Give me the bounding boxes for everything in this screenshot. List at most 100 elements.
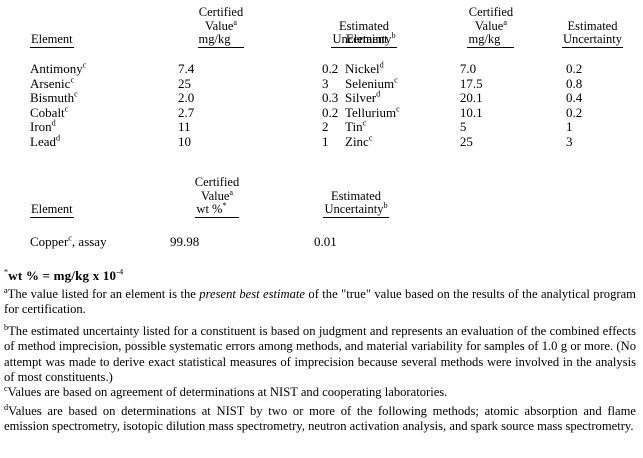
cell-estimated-uncertainty: 1 (322, 133, 329, 149)
header-certified-line2-left: Value (204, 18, 234, 33)
header-certified-units-sup-assay: * (222, 200, 227, 210)
header-uncertainty-sup-assay: b (383, 200, 388, 210)
header-certified-line2-right: Value (474, 18, 504, 33)
element-footnote-marker: c (394, 75, 398, 85)
table-header-assay: Element Certified Valuea wt %* Estimated… (30, 175, 426, 218)
header-uncertainty-line2-right: Uncertainty (562, 32, 622, 46)
table-spacer-cell (345, 48, 643, 62)
footnote-c-text: Values are based on agreement of determi… (7, 385, 448, 399)
header-certified-sup-left: a (233, 17, 238, 27)
cell-estimated-uncertainty: 2 (322, 119, 329, 135)
element-name: Bismuth (30, 90, 75, 106)
element-footnote-marker: c (82, 60, 87, 70)
header-certified-right: Certified Valuea mg/kg (440, 5, 542, 48)
element-name: Tin (345, 119, 363, 135)
element-footnote-marker: c (68, 233, 72, 243)
cell-element: Telluriumc (345, 104, 440, 121)
element-footnote-marker: d (376, 89, 381, 99)
table-row: Arsenicc 25 3 (30, 75, 434, 92)
header-uncertainty-sup-left: b (391, 30, 396, 40)
cell-certified-value: 99.98 (170, 234, 200, 249)
table-spacer-cell (30, 218, 426, 235)
cell-element: Bismuthc (30, 90, 148, 106)
footnote-a-text-part1: The value listed for an element is the (7, 287, 200, 301)
assay-table: Element Certified Valuea wt %* Estimated… (30, 175, 426, 250)
element-name: Tellurium (345, 104, 397, 120)
header-row-right: Element Certified Valuea mg/kg Estimated… (345, 5, 643, 48)
element-name: Antimony (30, 61, 83, 76)
table-row: Zincc 25 3 (345, 133, 643, 150)
header-uncertainty-line1-left: Estimated (339, 18, 389, 33)
header-certified-assay: Certified Valuea wt %* (148, 175, 286, 218)
cell-estimated-uncertainty: 0.3 (322, 90, 339, 106)
element-footnote-marker: c (64, 104, 69, 114)
element-footnote-marker: d (55, 133, 61, 143)
cell-certified-value: 2.0 (178, 90, 195, 106)
table-row: Seleniumc 17.5 0.8 (345, 75, 643, 92)
header-uncertainty-line2-left: Uncertainty (332, 32, 392, 46)
element-footnote-marker: d (379, 60, 384, 70)
header-certified-line1-left: Certified (198, 5, 244, 19)
element-suffix: , assay (71, 234, 107, 249)
cell-certified-value: 11 (178, 119, 191, 135)
certified-values-table-right: Element Certified Valuea mg/kg Estimated… (345, 5, 643, 150)
header-uncertainty-line2-assay: Uncertainty (324, 202, 384, 216)
cell-element: Cobaltc (30, 104, 148, 121)
table-body-right: Nickeld 7.0 0.2 Seleniumc 17.5 0.8 Silverd 20.1… (345, 48, 643, 150)
footnote-a: aThe value listed for an element is the … (4, 286, 636, 318)
footnote-a-text-part2: of the "true" value based on the results… (4, 287, 636, 317)
cell-certified-value: 25 (178, 75, 191, 91)
cell-element: Leadd (30, 133, 148, 150)
cell-estimated-uncertainty: 0.4 (565, 90, 583, 106)
footnote-b-text: The estimated uncertainty listed for a c… (4, 324, 636, 385)
element-footnote-marker: c (362, 119, 367, 129)
table-row: Antimonyc 7.4 0.2 (30, 60, 434, 77)
cell-certified-value: 2.7 (178, 104, 195, 120)
table-row: Telluriumc 10.1 0.2 (345, 104, 643, 121)
cell-certified-value: 7.4 (178, 61, 195, 76)
table-row: Leadd 10 1 (30, 133, 434, 150)
cell-estimated-uncertainty: 3 (565, 133, 573, 149)
cell-element: Antimonyc (30, 60, 148, 77)
header-row-assay: Element Certified Valuea wt %* Estimated… (30, 175, 426, 218)
table-row: Silverd 20.1 0.4 (345, 89, 643, 106)
cell-estimated-uncertainty: 3 (322, 75, 329, 91)
footnote-c-marker: c (4, 383, 8, 393)
table-row: Cobaltc 2.7 0.2 (30, 104, 434, 121)
header-uncertainty-assay: Estimated Uncertaintyb (286, 176, 426, 218)
header-uncertainty-line1-assay: Estimated (331, 188, 381, 203)
footnote-c: cValues are based on agreement of determ… (4, 383, 636, 400)
table-spacer-row (30, 218, 426, 235)
cell-certified-value: 5 (459, 119, 467, 135)
cell-estimated-uncertainty: 1 (565, 119, 573, 135)
table-body-left: Antimonyc 7.4 0.2 Arsenicc 25 3 Bismuthc 2.0 0.3… (30, 48, 434, 150)
header-element-label-assay: Element (30, 202, 74, 218)
footnote-asterisk-text: wt % = mg/kg x 10 (8, 268, 117, 283)
cell-certified-value: 7.0 (459, 61, 477, 76)
header-element-assay: Element (30, 176, 148, 218)
footnote-d-text: Values are based on determinations at NI… (4, 404, 636, 434)
header-row-left: Element Certified Valuea mg/kg Estimated… (30, 5, 434, 48)
header-certified-units-assay: wt % (196, 202, 223, 216)
cell-element: Copperc, assay (30, 233, 148, 250)
header-certified-line2-assay: Value (200, 188, 230, 203)
table-spacer-row (345, 48, 643, 62)
header-certified-units-right: mg/kg (467, 32, 515, 48)
element-footnote-marker: c (396, 104, 400, 114)
header-element-right: Element (345, 6, 440, 48)
header-uncertainty-right: Estimated Uncertainty (542, 6, 643, 48)
table-row: Copperc, assay 99.98 0.01 (30, 233, 426, 250)
table-body-assay: Copperc, assay 99.98 0.01 (30, 218, 426, 250)
element-name: Iron (30, 119, 52, 135)
footnote-asterisk-marker: * (4, 267, 9, 277)
element-name: Nickel (345, 61, 380, 76)
element-name: Zinc (345, 133, 369, 149)
element-footnote-marker: d (51, 119, 56, 129)
element-footnote-marker: c (70, 75, 75, 85)
element-name: Lead (30, 133, 56, 149)
cell-certified-value: 17.5 (459, 75, 483, 91)
element-name: Arsenic (30, 75, 71, 91)
header-element-label-right: Element (345, 32, 389, 48)
cell-certified-value: 20.1 (459, 90, 483, 106)
table-header-right: Element Certified Valuea mg/kg Estimated… (345, 5, 643, 48)
